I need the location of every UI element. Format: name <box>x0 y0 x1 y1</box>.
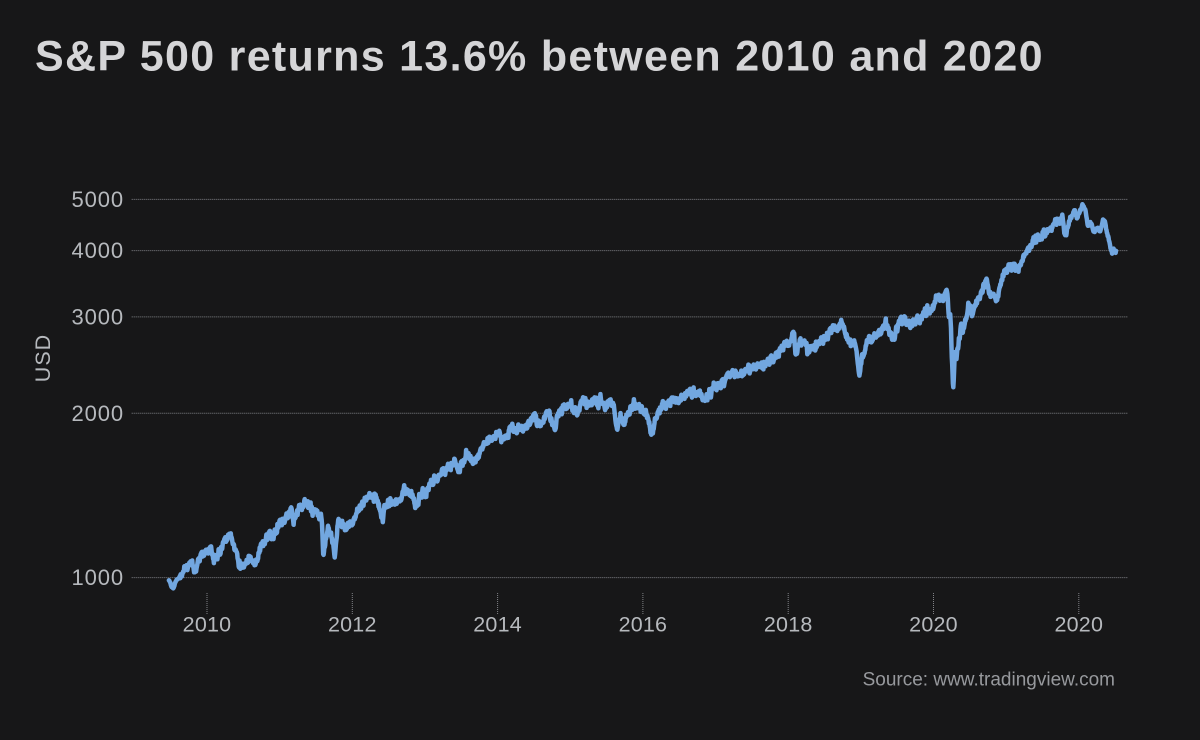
svg-text:2016: 2016 <box>619 613 668 637</box>
svg-text:1000: 1000 <box>71 565 124 590</box>
svg-text:4000: 4000 <box>71 238 124 263</box>
svg-text:2020: 2020 <box>909 613 958 637</box>
svg-text:2010: 2010 <box>183 613 232 637</box>
svg-text:2018: 2018 <box>764 613 813 637</box>
svg-text:S&P 500 returns 13.6% between: S&P 500 returns 13.6% between 2010 and 2… <box>35 33 1044 81</box>
svg-text:2012: 2012 <box>328 613 377 637</box>
svg-text:3000: 3000 <box>71 304 124 329</box>
svg-text:USD: USD <box>31 334 55 382</box>
svg-text:2014: 2014 <box>473 613 522 637</box>
svg-text:Source: www.tradingview.com: Source: www.tradingview.com <box>863 670 1115 691</box>
svg-text:5000: 5000 <box>71 187 124 212</box>
svg-text:2000: 2000 <box>71 401 124 426</box>
svg-text:2020: 2020 <box>1054 613 1103 637</box>
